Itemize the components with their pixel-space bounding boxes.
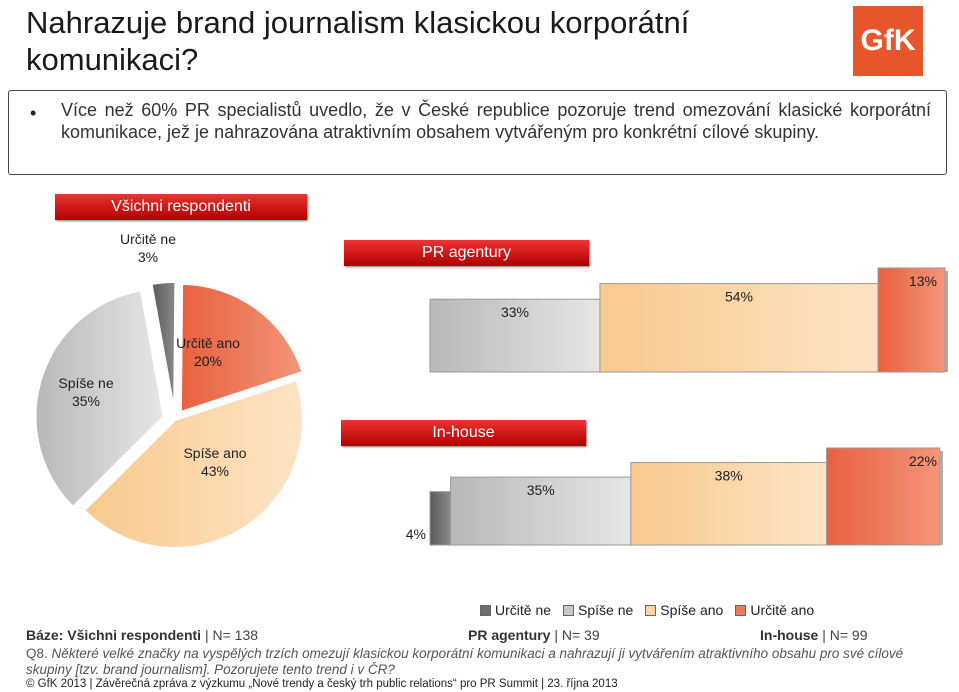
header-all-respondents: Všichni respondenti bbox=[55, 194, 307, 220]
ih-bar-spise-ano bbox=[630, 462, 828, 546]
pie-label-spise-ano-text: Spíše ano bbox=[183, 445, 247, 461]
base-ih-n: | N= 99 bbox=[822, 627, 868, 643]
bullet-icon: • bbox=[30, 103, 37, 123]
base-all-n: | N= 138 bbox=[204, 627, 259, 643]
legend-item-spise-ne: Spíše ne bbox=[563, 602, 633, 618]
base-all: Báze: Všichni respondenti | N= 138 bbox=[26, 627, 258, 643]
pie-slice-urcite-ne bbox=[150, 281, 177, 411]
legend-label: Určitě ano bbox=[750, 602, 815, 618]
legend-label: Určitě ne bbox=[495, 602, 552, 618]
legend-swatch bbox=[735, 604, 747, 616]
legend-label: Spíše ano bbox=[660, 602, 724, 618]
pie-label-urcite-ano: Určitě ano 20% bbox=[168, 334, 248, 370]
legend: Určitě ne Spíše ne Spíše ano Určitě ano bbox=[480, 602, 826, 618]
gfk-logo: GfK bbox=[853, 6, 923, 76]
pie-label-urcite-ne-value: 3% bbox=[137, 249, 159, 265]
ih-value-label-spise-ano: 38% bbox=[715, 468, 743, 484]
header-pr-agencies: PR agentury bbox=[344, 240, 589, 266]
pie-label-urcite-ano-text: Určitě ano bbox=[176, 335, 240, 351]
legend-swatch bbox=[480, 604, 491, 616]
page-title: Nahrazuje brand journalism klasickou kor… bbox=[26, 5, 690, 77]
question-number: Q8. bbox=[26, 646, 48, 661]
summary-box: • Více než 60% PR specialistů uvedlo, že… bbox=[8, 90, 947, 175]
pie-slice-urcite-ano bbox=[179, 282, 304, 414]
legend-swatch bbox=[645, 604, 657, 616]
pie-label-urcite-ne: Určitě ne 3% bbox=[108, 230, 188, 266]
ih-value-label-urcite-ne: 4% bbox=[406, 526, 426, 542]
pie-label-urcite-ano-value: 20% bbox=[193, 353, 223, 369]
pie-label-urcite-ne-text: Určitě ne bbox=[119, 231, 177, 247]
legend-item-urcite-ne: Určitě ne bbox=[480, 602, 551, 618]
pie-label-spise-ne: Spíše ne 35% bbox=[46, 374, 126, 410]
ih-value-label-urcite-ano: 22% bbox=[909, 453, 937, 469]
pr-value-label-spise-ano: 54% bbox=[725, 289, 753, 305]
base-all-name: Všichni respondenti bbox=[67, 627, 202, 643]
summary-text: Více než 60% PR specialistů uvedlo, že v… bbox=[61, 100, 931, 142]
base-pr-name: PR agentury bbox=[468, 627, 551, 643]
base-pr-n: | N= 39 bbox=[554, 627, 600, 643]
chart-area: 33% 54% 13% 4% 35% 38% 22% bbox=[34, 267, 948, 549]
pie-label-spise-ano-value: 43% bbox=[200, 463, 230, 479]
pie-slice-spise-ne bbox=[34, 289, 165, 509]
legend-swatch bbox=[563, 604, 575, 616]
footer: © GfK 2013 | Závěrečná zpráva z výzkumu … bbox=[26, 678, 618, 690]
ih-value-label-spise-ne: 35% bbox=[527, 482, 555, 498]
pr-bar-shadow bbox=[945, 271, 948, 372]
pie-label-spise-ano: Spíše ano 43% bbox=[175, 444, 255, 480]
pr-value-label-spise-ne: 33% bbox=[501, 304, 529, 320]
pie-label-spise-ne-value: 35% bbox=[71, 393, 101, 409]
base-label: Báze: bbox=[26, 627, 64, 643]
base-inhouse: In-house | N= 99 bbox=[760, 627, 868, 643]
header-in-house: In-house bbox=[341, 420, 586, 446]
pie-slice-spise-ano bbox=[82, 378, 304, 549]
legend-item-urcite-ano: Určitě ano bbox=[735, 602, 814, 618]
ih-bar-shadow bbox=[939, 451, 943, 545]
legend-item-spise-ano: Spíše ano bbox=[645, 602, 723, 618]
question-text: Některé velké značky na vyspělých trzích… bbox=[26, 646, 904, 677]
pr-bar-spise-ano bbox=[599, 283, 879, 373]
ih-bar-urcite-ne bbox=[429, 491, 452, 546]
base-pr: PR agentury | N= 39 bbox=[468, 627, 600, 643]
question: Q8. Některé velké značky na vyspělých tr… bbox=[26, 646, 906, 678]
pr-value-label-urcite-ano: 13% bbox=[909, 273, 937, 289]
base-ih-name: In-house bbox=[760, 627, 819, 643]
legend-label: Spíše ne bbox=[578, 602, 634, 618]
pie-label-spise-ne-text: Spíše ne bbox=[58, 375, 114, 391]
ih-bar-spise-ne bbox=[450, 476, 632, 546]
